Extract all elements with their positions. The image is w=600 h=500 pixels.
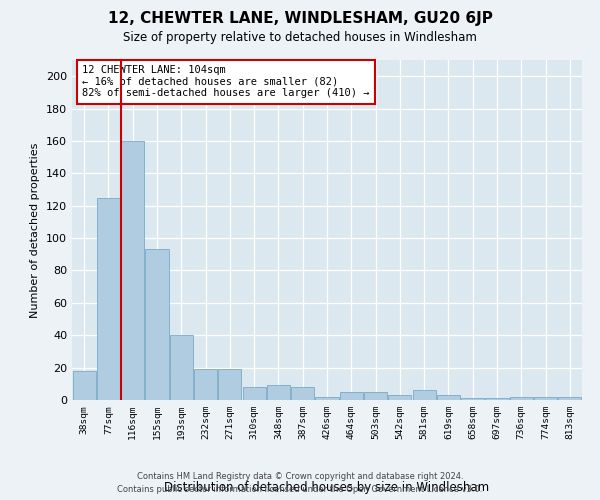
Bar (145, 250, 169, 400)
Bar (534, 397, 557, 400)
Bar (559, 397, 581, 400)
Bar (316, 397, 338, 400)
Bar (510, 397, 533, 400)
Bar (194, 369, 217, 400)
X-axis label: Distribution of detached houses by size in Windlesham: Distribution of detached houses by size … (164, 481, 490, 494)
Bar (267, 386, 290, 400)
Bar (340, 392, 363, 400)
Bar (242, 387, 266, 400)
Bar (413, 390, 436, 400)
Bar (364, 392, 387, 400)
Text: Size of property relative to detached houses in Windlesham: Size of property relative to detached ho… (123, 31, 477, 44)
Bar (218, 369, 241, 400)
Bar (485, 398, 509, 400)
Bar (170, 335, 193, 400)
Bar (291, 387, 314, 400)
Text: Contains HM Land Registry data © Crown copyright and database right 2024.: Contains HM Land Registry data © Crown c… (137, 472, 463, 481)
Bar (388, 395, 412, 400)
Text: 12, CHEWTER LANE, WINDLESHAM, GU20 6JP: 12, CHEWTER LANE, WINDLESHAM, GU20 6JP (107, 11, 493, 26)
Bar (97, 198, 120, 400)
Text: Contains public sector information licensed under the Open Government Licence v3: Contains public sector information licen… (118, 485, 482, 494)
Y-axis label: Number of detached properties: Number of detached properties (31, 142, 40, 318)
Bar (437, 395, 460, 400)
Bar (121, 141, 144, 400)
Text: 12 CHEWTER LANE: 104sqm
← 16% of detached houses are smaller (82)
82% of semi-de: 12 CHEWTER LANE: 104sqm ← 16% of detache… (82, 65, 370, 98)
Bar (461, 398, 484, 400)
Bar (73, 371, 95, 400)
